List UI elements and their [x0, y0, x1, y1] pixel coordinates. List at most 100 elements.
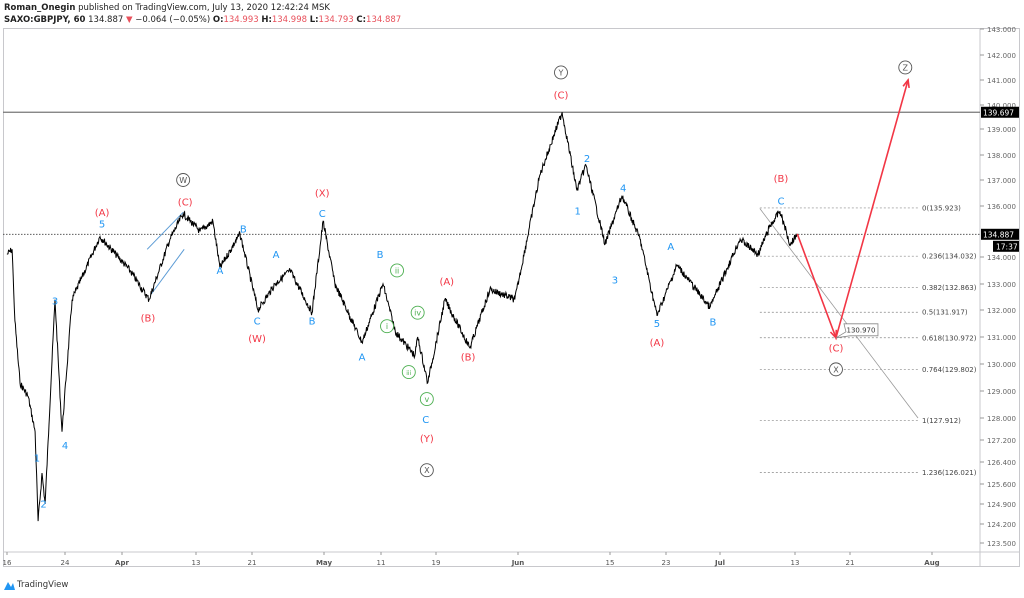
x-tick-label: 19: [432, 559, 441, 567]
wave-label: (W): [248, 334, 266, 345]
tradingview-logo-icon: [4, 581, 15, 590]
projection-path: [796, 79, 909, 341]
wave-label: (A): [650, 338, 665, 349]
last-price: 134.887: [88, 15, 124, 25]
arrow-head-icon: [829, 329, 838, 340]
x-tick-label: 11: [377, 559, 386, 567]
last-price-badge: 134.887: [983, 230, 1014, 239]
price-line: [6, 112, 798, 522]
wave-label: 3: [52, 296, 58, 307]
y-tick-label: 143.000: [987, 26, 1016, 34]
close-value: 134.887: [366, 15, 402, 25]
wave-label: iv: [414, 309, 421, 318]
fib-level-label: 0(135.923): [922, 204, 961, 212]
y-tick-label: 137.000: [987, 177, 1016, 185]
wave-label: 1: [575, 207, 581, 218]
price-callout-label: 130.970: [846, 326, 875, 334]
y-tick-label: 133.000: [987, 281, 1016, 289]
wave-label: X: [833, 365, 839, 374]
wave-label: 4: [620, 183, 626, 194]
x-tick-label: Aug: [924, 559, 939, 567]
x-tick-label: 15: [606, 559, 615, 567]
wave-label: B: [710, 318, 717, 329]
symbol-name[interactable]: SAXO:GBPJPY, 60: [4, 15, 86, 25]
wave-label: W: [179, 176, 187, 185]
y-tick-label: 128.000: [987, 415, 1016, 423]
countdown-badge-bg: [993, 240, 1019, 252]
y-tick-label: 123.500: [987, 540, 1016, 548]
y-tick-label: 127.200: [987, 437, 1016, 445]
wave-label: C: [777, 196, 784, 207]
x-tick-label: 21: [846, 559, 855, 567]
y-tick-label: 131.000: [987, 334, 1016, 342]
author-name[interactable]: Roman_Onegin: [4, 3, 76, 13]
wave-label: A: [273, 250, 280, 261]
publish-info: Roman_Onegin published on TradingView.co…: [4, 3, 330, 13]
y-tick-label: 124.900: [987, 501, 1016, 509]
y-tick-label: 136.000: [987, 203, 1016, 211]
x-tick-label: 16: [3, 559, 12, 567]
high-label: H:: [261, 15, 272, 25]
channel-line: [146, 211, 184, 250]
wave-label: ii: [395, 266, 399, 275]
wave-label: A: [667, 242, 674, 253]
wave-label: iii: [406, 370, 411, 377]
wave-label: i: [386, 322, 388, 331]
fib-level-label: 0.5(131.917): [922, 309, 968, 317]
y-tick-label: 132.000: [987, 307, 1016, 315]
wave-label: C: [319, 209, 326, 220]
wave-label: 2: [40, 500, 46, 511]
wave-label-circle: [176, 173, 191, 187]
arrow-head-icon: [902, 78, 910, 89]
wave-label: 3: [612, 275, 618, 286]
low-label: L:: [309, 15, 319, 25]
fib-level-label: 1.236(126.021): [922, 469, 977, 477]
y-tick-label: 129.000: [987, 388, 1016, 396]
wave-label-circle: [419, 392, 434, 407]
wave-label: (B): [774, 174, 789, 185]
wave-label: (C): [178, 198, 193, 209]
wave-label: B: [309, 316, 316, 327]
y-tick-label: 126.400: [987, 459, 1016, 467]
wave-label: X: [424, 466, 430, 475]
y-tick-label: 134.000: [987, 254, 1016, 262]
y-tick-label: 139.000: [987, 126, 1016, 134]
channel-line: [150, 249, 185, 295]
wave-label-circle: [419, 463, 434, 478]
y-tick-label: 138.000: [987, 152, 1016, 160]
wave-label: (C): [554, 90, 569, 101]
wave-label: A: [216, 266, 223, 277]
x-tick-label: 13: [791, 559, 800, 567]
wave-label: B: [377, 250, 384, 261]
y-tick-label: 125.600: [987, 481, 1016, 489]
wave-label-circle: [380, 319, 394, 334]
wave-label: C: [254, 316, 261, 327]
fib-level-label: 0.764(129.802): [922, 366, 977, 374]
wave-label: 1: [34, 453, 40, 464]
x-tick-label: 13: [192, 559, 201, 567]
x-tick-label: 21: [248, 559, 257, 567]
wave-label: 5: [99, 219, 105, 230]
fib-level-label: 0.618(130.972): [922, 334, 977, 342]
tradingview-logo[interactable]: TradingView: [4, 580, 68, 590]
y-tick-label: 130.000: [987, 361, 1016, 369]
wave-label-circle: [829, 362, 843, 377]
y-tick-label: 124.200: [987, 521, 1016, 529]
wave-label: B: [240, 224, 247, 235]
y-tick-label: 140.000: [987, 102, 1016, 110]
wave-label-circle: [898, 60, 913, 75]
wave-label: (A): [439, 277, 454, 288]
wave-label: A: [359, 353, 366, 364]
wave-label: (B): [461, 353, 476, 364]
low-value: 134.793: [318, 15, 354, 25]
high-value: 134.998: [271, 15, 308, 25]
close-label: C:: [356, 15, 367, 25]
wave-label: (Y): [420, 434, 434, 445]
symbol-legend: SAXO:GBPJPY, 60 134.887 ▼ −0.064 (−0.05%…: [4, 15, 401, 25]
wave-label: v: [424, 395, 429, 404]
wave-label: (B): [141, 314, 156, 325]
x-tick-label: May: [316, 559, 332, 567]
x-tick-label: 23: [662, 559, 671, 567]
wave-label: (C): [829, 343, 844, 354]
